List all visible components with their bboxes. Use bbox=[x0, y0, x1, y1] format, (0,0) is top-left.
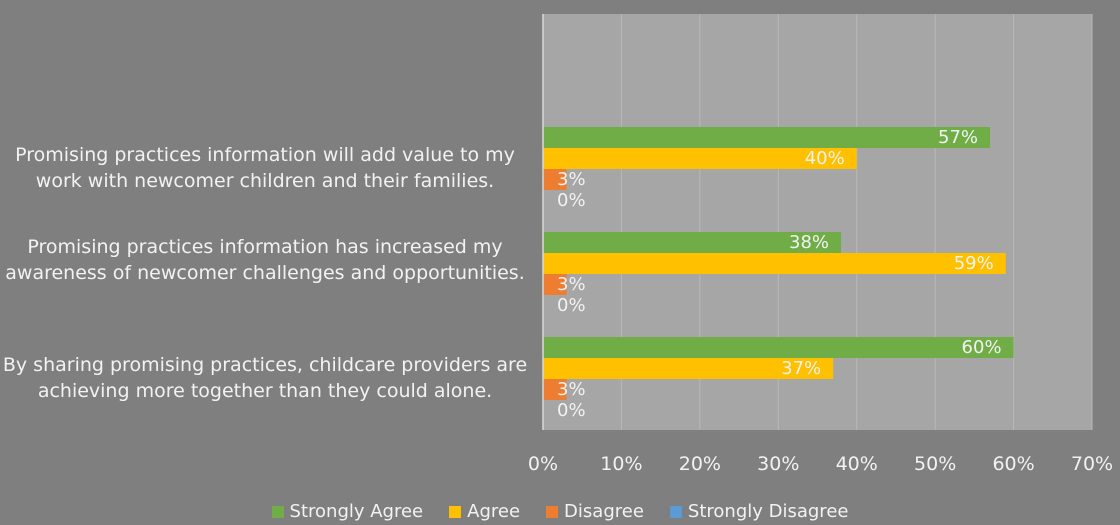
legend-swatch bbox=[271, 506, 284, 518]
data-label: 38% bbox=[789, 232, 829, 253]
x-tick-label: 70% bbox=[1071, 453, 1113, 475]
legend-item-disagree: Disagree bbox=[546, 500, 644, 524]
data-label: 59% bbox=[954, 253, 994, 274]
legend-swatch bbox=[449, 506, 462, 518]
data-label: 60% bbox=[962, 337, 1002, 358]
legend-label: Strongly Disagree bbox=[687, 501, 849, 522]
legend-swatch bbox=[546, 506, 559, 518]
data-label: 3% bbox=[557, 274, 586, 295]
bar bbox=[543, 253, 1006, 274]
x-tick-label: 0% bbox=[528, 453, 558, 475]
category-label-1: Promising practices information will add… bbox=[15, 144, 515, 192]
legend-swatch bbox=[669, 506, 682, 518]
category-label-2: Promising practices information has incr… bbox=[5, 236, 525, 284]
legend-item-strongly-disagree: Strongly Disagree bbox=[669, 500, 849, 524]
data-label: 40% bbox=[805, 148, 845, 169]
legend-label: Agree bbox=[467, 501, 521, 522]
bar bbox=[543, 358, 834, 379]
bar bbox=[543, 379, 567, 400]
bar bbox=[543, 274, 567, 295]
bar bbox=[543, 337, 1014, 358]
data-label: 3% bbox=[557, 169, 586, 190]
legend-item-agree: Agree bbox=[449, 500, 520, 524]
legend-item-strongly-agree: Strongly Agree bbox=[271, 500, 424, 524]
data-label: 0% bbox=[557, 400, 586, 421]
x-tick-label: 40% bbox=[836, 453, 878, 475]
category-label-3: By sharing promising practices, childcar… bbox=[2, 354, 528, 402]
legend-label: Disagree bbox=[564, 501, 644, 522]
data-label: 57% bbox=[938, 127, 978, 148]
bar bbox=[543, 169, 567, 190]
data-label: 0% bbox=[557, 295, 586, 316]
bar bbox=[543, 232, 842, 253]
x-tick-label: 20% bbox=[679, 453, 721, 475]
x-tick-label: 50% bbox=[914, 453, 956, 475]
legend: Strongly Agree Agree Disagree Strongly D… bbox=[0, 500, 1120, 524]
x-tick-label: 60% bbox=[992, 453, 1034, 475]
x-tick-label: 30% bbox=[757, 453, 799, 475]
x-tick-label: 10% bbox=[600, 453, 642, 475]
data-label: 3% bbox=[557, 379, 586, 400]
data-label: 37% bbox=[781, 358, 821, 379]
data-label: 0% bbox=[557, 190, 586, 211]
bar bbox=[543, 148, 857, 169]
legend-label: Strongly Agree bbox=[289, 501, 424, 522]
bar bbox=[543, 127, 991, 148]
